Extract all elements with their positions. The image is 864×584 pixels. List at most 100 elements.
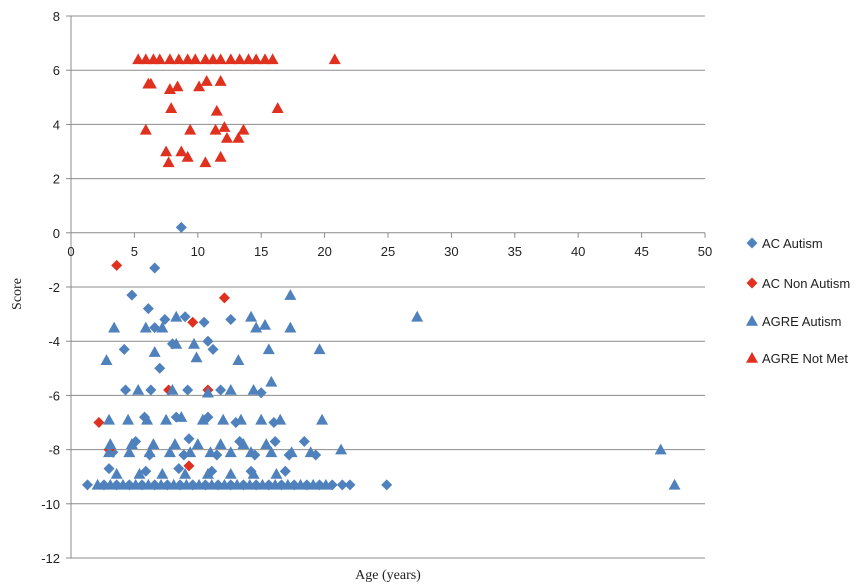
legend-label: AC Non Autism [762, 276, 850, 291]
data-point-agre-autism [247, 467, 260, 479]
y-axis-ticks: 8 6 4 2 0 -2 -4 -6 -8 -10 -12 [41, 9, 71, 566]
y-tick-label: -8 [48, 443, 60, 458]
data-point-agre-autism [139, 321, 152, 333]
x-tick-label: 40 [571, 244, 585, 259]
data-point-agre-autism [250, 321, 263, 333]
y-tick-label: 2 [53, 172, 60, 187]
data-point-agre-autism [204, 446, 217, 458]
data-point-agre-autism [265, 446, 278, 458]
data-point-agre-autism [234, 413, 247, 425]
data-point-ac-non-autism [187, 316, 199, 328]
data-point-ac-autism [120, 384, 132, 396]
x-tick-label: 0 [67, 244, 74, 259]
data-point-agre-autism [255, 413, 268, 425]
x-tick-label: 30 [444, 244, 458, 259]
data-point-agre-not-met [214, 53, 227, 65]
data-point-agre-autism [217, 413, 230, 425]
y-tick-label: 4 [53, 117, 60, 132]
data-point-agre-autism [218, 478, 231, 490]
data-point-agre-not-met [259, 53, 272, 65]
legend-marker [746, 237, 758, 249]
x-tick-label: 15 [254, 244, 268, 259]
data-point-agre-not-met [328, 53, 341, 65]
data-point-agre-autism [116, 478, 129, 490]
data-point-agre-autism [201, 467, 214, 479]
data-point-ac-autism [182, 384, 194, 396]
data-point-agre-not-met [181, 53, 194, 65]
x-tick-label: 45 [634, 244, 648, 259]
data-point-agre-not-met [224, 53, 237, 65]
data-point-agre-not-met [184, 123, 197, 135]
data-point-agre-autism [201, 386, 214, 398]
data-point-agre-autism [269, 478, 282, 490]
data-point-agre-autism [247, 383, 260, 395]
x-tick-label: 25 [381, 244, 395, 259]
data-point-ac-autism [207, 343, 219, 355]
x-tick-label: 20 [317, 244, 331, 259]
legend-item-ac-non-autism: AC Non Autism [746, 276, 850, 291]
data-point-agre-autism [160, 413, 173, 425]
data-point-agre-autism [319, 478, 332, 490]
data-point-agre-autism [104, 478, 117, 490]
data-point-agre-not-met [207, 53, 220, 65]
data-point-agre-autism [148, 346, 161, 357]
data-point-ac-autism [145, 384, 157, 396]
data-point-ac-autism [140, 465, 152, 477]
data-point-agre-autism [156, 321, 169, 333]
legend-label: AC Autism [762, 236, 823, 251]
data-point-agre-autism [224, 446, 237, 458]
data-point-agre-autism [304, 446, 317, 458]
data-point-agre-autism [123, 446, 136, 458]
data-point-agre-autism [168, 438, 181, 449]
y-tick-label: -6 [48, 388, 60, 403]
data-point-ac-autism [175, 221, 187, 233]
data-point-ac-autism [183, 433, 195, 445]
y-tick-label: -4 [48, 334, 60, 349]
data-point-ac-non-autism [218, 292, 230, 304]
data-point-agre-not-met [199, 156, 212, 168]
data-point-agre-autism [243, 478, 256, 490]
data-point-agre-autism [256, 478, 269, 490]
data-point-agre-not-met [233, 53, 246, 65]
data-point-agre-autism [125, 438, 138, 449]
data-point-agre-autism [284, 321, 297, 333]
data-point-agre-autism [335, 443, 348, 455]
data-point-ac-non-autism [93, 417, 105, 428]
data-point-agre-not-met [139, 53, 152, 65]
data-point-agre-autism [265, 375, 278, 387]
legend-item-agre-not-met: AGRE Not Met [746, 351, 848, 366]
data-point-agre-autism [166, 383, 179, 395]
data-point-ac-autism [215, 384, 227, 396]
data-point-agre-autism [224, 467, 237, 479]
data-point-agre-autism [260, 438, 273, 449]
data-point-agre-autism [103, 413, 116, 425]
data-point-agre-autism [231, 478, 244, 490]
data-point-ac-autism [344, 479, 356, 491]
y-tick-label: 0 [53, 226, 60, 241]
data-point-ac-autism [255, 387, 267, 399]
data-point-ac-autism [159, 314, 171, 326]
data-point-agre-not-met [271, 102, 284, 113]
data-point-ac-autism [118, 343, 130, 355]
data-point-ac-autism [298, 435, 310, 447]
data-point-agre-not-met [266, 53, 279, 65]
x-tick-label: 10 [191, 244, 205, 259]
data-point-agre-not-met [200, 75, 213, 86]
y-tick-label: 6 [53, 63, 60, 78]
data-point-agre-not-met [242, 53, 255, 65]
data-point-agre-autism [316, 413, 329, 425]
data-point-agre-not-met [144, 77, 157, 89]
data-point-ac-autism [381, 479, 393, 491]
legend-item-agre-autism: AGRE Autism [746, 314, 841, 329]
data-point-ac-autism [103, 463, 115, 475]
data-point-agre-not-met [209, 123, 222, 135]
data-point-agre-autism [155, 478, 168, 490]
data-point-agre-not-met [193, 80, 206, 92]
x-tick-label: 5 [131, 244, 138, 259]
y-tick-label: 8 [53, 9, 60, 24]
y-tick-label: -12 [41, 551, 60, 566]
data-point-agre-autism [122, 413, 135, 425]
data-point-agre-autism [191, 438, 204, 449]
data-point-agre-autism [270, 467, 283, 479]
